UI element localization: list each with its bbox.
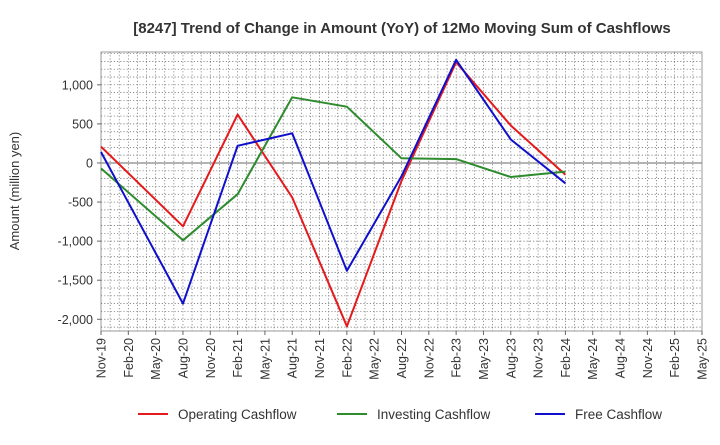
chart-title: [8247] Trend of Change in Amount (YoY) o… [133, 20, 671, 37]
x-tick-label: Feb-24 [559, 338, 573, 378]
x-tick-label: Nov-19 [95, 338, 109, 378]
x-tick-label: Nov-21 [313, 338, 327, 378]
series-line-investing-cashflow [100, 96, 566, 242]
y-tick-label: -1,500 [58, 274, 93, 288]
x-tick-label: Feb-20 [122, 338, 136, 378]
x-tick-label: Nov-24 [641, 338, 655, 378]
y-tick-label: -500 [68, 196, 93, 210]
plot-frame [100, 51, 703, 332]
series-line-operating-cashflow [100, 61, 567, 328]
legend-label: Operating Cashflow [178, 407, 297, 422]
x-tick-label: May-23 [477, 338, 491, 380]
y-tick-label: -1,000 [58, 235, 93, 249]
x-tick-label: Feb-25 [668, 338, 682, 378]
x-tick-label: May-22 [368, 338, 382, 380]
x-tick-label: Aug-20 [176, 338, 190, 378]
x-tick-label: Aug-21 [286, 338, 300, 378]
x-tick-label: Feb-23 [450, 338, 464, 378]
x-tick-label: May-20 [149, 338, 163, 380]
legend: Operating Cashflow Investing Cashflow Free… [138, 407, 662, 422]
x-tick-label: Feb-22 [340, 338, 354, 378]
x-tick-label: Feb-21 [231, 338, 245, 378]
y-tick-label: 1,000 [62, 78, 93, 92]
x-tick-label: Aug-24 [614, 338, 628, 378]
y-tick-label: 0 [86, 156, 93, 170]
y-tick-label: -2,000 [58, 313, 93, 327]
series-line-free-cashflow [100, 58, 567, 305]
legend-label: Free Cashflow [575, 407, 662, 422]
y-tick-label: 500 [72, 117, 93, 131]
x-tick-label: May-25 [696, 338, 710, 380]
x-tick-label: Nov-20 [204, 338, 218, 378]
x-tick-label: Nov-23 [532, 338, 546, 378]
x-tick-label: Aug-22 [395, 338, 409, 378]
x-tick-label: Nov-22 [422, 338, 436, 378]
x-tick-label: May-21 [258, 338, 272, 380]
y-axis-label: Amount (million yen) [7, 132, 22, 251]
x-tick-label: May-24 [586, 338, 600, 380]
legend-label: Investing Cashflow [377, 407, 491, 422]
x-tick-label: Aug-23 [504, 338, 518, 378]
